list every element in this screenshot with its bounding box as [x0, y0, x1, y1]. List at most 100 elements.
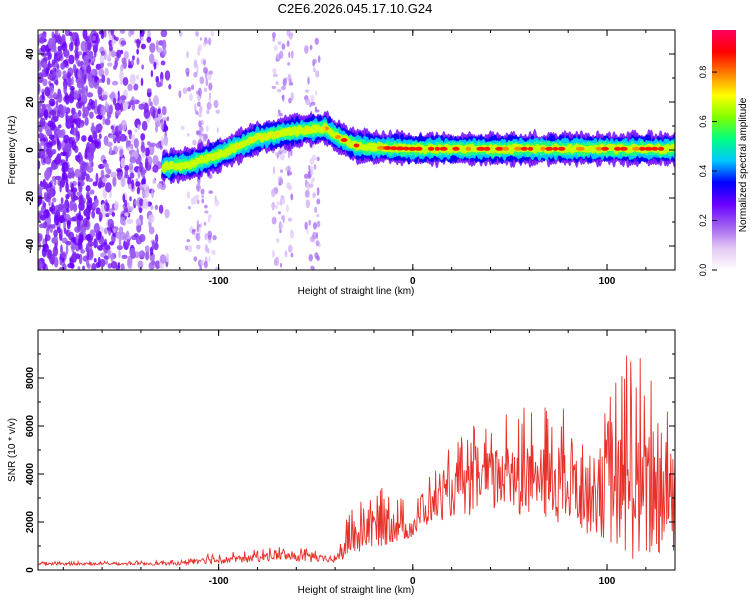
spectrogram-noise-cell [106, 77, 111, 86]
spectrogram-noise-cell [310, 165, 314, 174]
spectrogram-noise-cell [160, 120, 164, 131]
spectrogram-noise-cell [277, 109, 281, 114]
spectrogram-noise-cell [152, 95, 160, 106]
spectrogram-noise-cell [187, 244, 193, 253]
spectrogram-noise-cell [75, 44, 79, 52]
spectrogram-noise-cell [182, 87, 188, 94]
spectrogram-noise-cell [160, 30, 168, 38]
spectrogram-noise-cell [111, 212, 115, 217]
spectrogram-peak-cell [408, 146, 417, 151]
spectrogram-noise-cell [121, 57, 127, 64]
spectrogram-noise-cell [164, 126, 169, 131]
spectrogram-peak-cell [545, 146, 554, 151]
spectrogram-peak-cell [632, 146, 641, 151]
spectrogram-noise-cell [77, 69, 83, 80]
spectrogram-noise-cell [86, 92, 94, 98]
spectrogram-noise-cell [165, 253, 170, 263]
spectrogram-noise-cell [281, 43, 286, 50]
spectrogram-noise-cell [39, 182, 47, 187]
spectrogram-noise-cell [199, 222, 203, 229]
spectrogram-noise-cell [111, 129, 116, 134]
spectrogram-noise-cell [111, 80, 119, 86]
spectrogram-noise-cell [95, 114, 103, 120]
spectrogram-noise-cell [129, 172, 135, 179]
spectrogram-noise-cell [117, 90, 120, 101]
colorbar-tick-label: 0.0 [698, 264, 708, 277]
spectrogram-panel: -100 0 100 -40 -20 0 20 40 Height of straight … [7, 29, 676, 297]
spectrogram-peak-cell [452, 146, 460, 151]
spectrogram-noise-cell [210, 30, 215, 37]
spectrogram-noise-cell [50, 37, 56, 44]
spectrogram-noise-cell [304, 189, 310, 198]
spectrogram-noise-cell [155, 142, 161, 149]
spectrogram-noise-cell [91, 262, 97, 270]
spectrogram-noise-cell [57, 45, 63, 52]
spectrogram-noise-cell [135, 235, 143, 245]
spectrogram-noise-cell [308, 219, 312, 226]
snr-series-line [38, 355, 675, 567]
spectrogram-noise-cell [148, 226, 155, 235]
spectrogram-noise-cell [191, 84, 195, 91]
colorbar-label: Normalized spectral amplitude [738, 97, 749, 232]
spectrogram-noise-cell [200, 259, 205, 266]
chart-title: C2E6.2026.045.17.10.G24 [278, 1, 433, 16]
spectrogram-noise-cell [275, 205, 278, 209]
spectrogram-noise-cell [132, 55, 135, 61]
spectrogram-noise-cell [89, 111, 94, 119]
spectrogram-noise-cell [150, 69, 154, 78]
spectrogram-noise-cell [72, 189, 76, 200]
spectrogram-noise-cell [200, 188, 205, 195]
spectrogram-noise-cell [77, 181, 81, 187]
spectrogram-noise-cell [55, 157, 62, 164]
spectrogram-noise-cell [85, 234, 92, 241]
spectrogram-noise-cell [287, 61, 291, 66]
spectrogram-noise-cell [104, 245, 111, 250]
spectrogram-noise-cell [287, 217, 293, 222]
spectrogram-noise-cell [65, 118, 72, 130]
spectrogram-peak-cell [513, 146, 523, 151]
spectrogram-noise-cell [155, 76, 160, 83]
spectrogram-noise-cell [86, 251, 90, 261]
spectrogram-noise-cell [52, 210, 55, 215]
y-tick-label: -20 [25, 190, 36, 205]
spectrogram-noise-cell [151, 188, 154, 199]
spectrogram-noise-cell [56, 110, 60, 118]
spectrogram-noise-cell [198, 226, 201, 236]
spectrogram-noise-cell [124, 199, 128, 208]
spectrogram-noise-cell [53, 235, 58, 244]
spectrogram-noise-cell [77, 51, 82, 56]
spectrogram-noise-cell [194, 103, 197, 112]
spectrogram-noise-cell [196, 64, 199, 74]
spectrogram-noise-cell [90, 100, 96, 110]
spectrogram-noise-cell [308, 254, 313, 262]
spectrogram-noise-cell [303, 173, 309, 179]
colorbar: 0.0 0.2 0.4 0.6 0.8 Normalized spectral ampl… [698, 30, 749, 276]
spectrogram-noise-cell [46, 226, 50, 231]
spectrogram-noise-cell [63, 134, 70, 144]
spectrogram-noise-cell [196, 219, 199, 228]
spectrogram-noise-cell [61, 203, 68, 211]
spectrogram-noise-cell [275, 81, 279, 85]
spectrogram-noise-cell [122, 77, 129, 86]
spectrogram-noise-cell [314, 37, 319, 45]
spectrogram-noise-cell [88, 77, 96, 89]
colorbar-tick-label: 0.4 [698, 165, 708, 178]
spectrogram-noise-cell [151, 240, 156, 250]
spectrogram-noise-cell [81, 174, 86, 181]
spectrogram-noise-cell [70, 90, 75, 96]
spectrogram-noise-cell [195, 183, 201, 192]
spectrogram-noise-cell [100, 61, 104, 69]
spectrogram-noise-cell [118, 123, 123, 132]
spectrogram-noise-cell [56, 129, 63, 136]
spectrogram-noise-cell [77, 266, 81, 270]
spectrogram-noise-cell [315, 90, 318, 96]
spectrogram-peak-cell [483, 146, 491, 151]
spectrogram-noise-cell [51, 59, 56, 65]
spectrogram-noise-cell [191, 229, 196, 235]
spectrogram-noise-cell [155, 124, 158, 133]
colorbar-tick-label: 0.6 [698, 115, 708, 128]
spectrogram-noise-cell [153, 117, 161, 122]
spectrogram-noise-cell [310, 101, 316, 106]
spectrogram-noise-cell [162, 48, 167, 56]
spectrogram-noise-cell [272, 73, 278, 78]
